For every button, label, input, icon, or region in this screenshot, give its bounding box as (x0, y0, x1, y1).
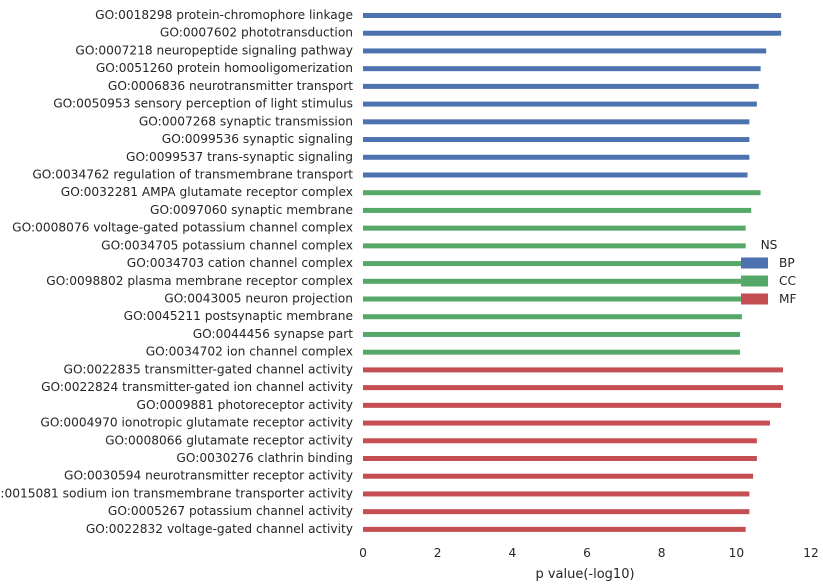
bar-mf-23 (363, 402, 782, 408)
bar-mf-24 (363, 420, 770, 426)
category-labels: GO:0018298 protein-chromophore linkage GO… (0, 8, 353, 536)
bar-mf-27 (363, 473, 754, 479)
category-label: GO:0099536 synaptic signaling (162, 132, 353, 146)
legend-title: NS (761, 238, 778, 252)
bar-bp-3 (363, 48, 767, 54)
category-label: GO:0044456 synapse part (193, 327, 354, 341)
category-label: GO:0004970 ionotropic glutamate receptor… (40, 416, 353, 430)
bar-cc-18 (363, 314, 742, 320)
bar-bp-7 (363, 119, 750, 125)
category-label: GO:0050953 sensory perception of light s… (53, 97, 353, 111)
legend-label-bp: BP (779, 256, 795, 270)
bar-mf-28 (363, 491, 750, 497)
bar-mf-22 (363, 385, 783, 391)
bar-bp-4 (363, 66, 761, 72)
bar-bp-9 (363, 154, 750, 160)
bar-mf-29 (363, 509, 750, 515)
category-label: GO:0008066 glutamate receptor activity (105, 433, 353, 447)
legend-swatch-mf (741, 293, 768, 305)
bar-cc-15 (363, 261, 744, 267)
category-label: GO:0045211 postsynaptic membrane (124, 309, 353, 323)
bar-mf-30 (363, 526, 746, 532)
category-label: GO:0022832 voltage-gated channel activit… (86, 522, 353, 536)
bar-cc-17 (363, 296, 744, 302)
category-label: GO:0098802 plasma membrane receptor comp… (46, 274, 353, 288)
legend-swatch-bp (741, 257, 768, 269)
category-label: GO:0015081 sodium ion transmembrane tran… (0, 486, 353, 500)
category-label: GO:0005267 potassium channel activity (108, 504, 353, 518)
bar-cc-14 (363, 243, 746, 249)
bar-bp-8 (363, 137, 750, 143)
x-tick-label: 6 (583, 546, 591, 560)
category-label: GO:0099537 trans-synaptic signaling (126, 150, 353, 164)
x-tick-label: 8 (658, 546, 666, 560)
x-axis-ticks: 0 2 4 6 8 10 12 (359, 546, 819, 560)
bar-bp-10 (363, 172, 748, 178)
category-label: GO:0018298 protein-chromophore linkage (95, 8, 353, 22)
category-label: GO:0007268 synaptic transmission (139, 114, 353, 128)
category-label: GO:0030594 neurotransmitter receptor act… (64, 469, 353, 483)
x-tick-label: 2 (434, 546, 442, 560)
category-label: GO:0051260 protein homooligomerization (96, 61, 353, 75)
category-label: GO:0097060 synaptic membrane (150, 203, 353, 217)
category-label: GO:0032281 AMPA glutamate receptor compl… (61, 185, 353, 199)
bar-bp-5 (363, 83, 759, 89)
category-label: GO:0034705 potassium channel complex (101, 238, 353, 252)
bar-mf-26 (363, 456, 757, 461)
legend-label-mf: MF (779, 292, 797, 306)
x-tick-label: 10 (729, 546, 745, 560)
category-label: GO:0034702 ion channel complex (146, 345, 353, 359)
legend-swatch-cc (741, 275, 768, 287)
bars-layer (363, 13, 783, 532)
x-tick-label: 0 (359, 546, 367, 560)
bar-cc-16 (363, 278, 744, 284)
category-label: GO:0043005 neuron projection (164, 292, 353, 306)
x-tick-label: 12 (803, 546, 819, 560)
bar-cc-20 (363, 349, 741, 355)
bar-cc-11 (363, 190, 761, 196)
category-label: GO:0007218 neuropeptide signaling pathwa… (75, 43, 353, 57)
bar-bp-2 (363, 30, 782, 36)
category-label: GO:0006836 neurotransmitter transport (108, 79, 353, 93)
bar-cc-12 (363, 207, 752, 213)
category-label: GO:0030276 clathrin binding (176, 451, 353, 465)
category-label: GO:0034703 cation channel complex (127, 256, 353, 270)
category-label: GO:0009881 photoreceptor activity (137, 398, 353, 412)
category-label: GO:0008076 voltage-gated potassium chann… (12, 221, 353, 235)
legend-label-cc: CC (779, 274, 796, 288)
x-axis-title: p value(-log10) (535, 567, 634, 582)
category-label: GO:0034762 regulation of transmembrane t… (32, 167, 353, 181)
bar-cc-13 (363, 225, 746, 231)
category-label: GO:0022824 transmitter-gated ion channel… (41, 380, 353, 394)
category-label: GO:0007602 phototransduction (160, 26, 353, 40)
bar-bp-1 (363, 13, 782, 18)
bar-cc-19 (363, 331, 741, 337)
bar-mf-21 (363, 367, 783, 373)
bar-bp-6 (363, 101, 757, 107)
x-tick-label: 4 (508, 546, 516, 560)
bar-mf-25 (363, 438, 757, 444)
category-label: GO:0022835 transmitter-gated channel act… (64, 362, 353, 376)
